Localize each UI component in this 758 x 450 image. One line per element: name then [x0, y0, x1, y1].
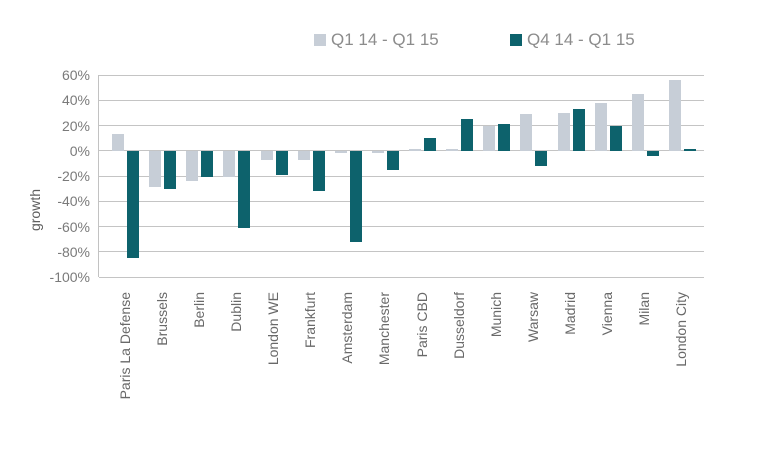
bar-q1-14---q1-15	[409, 149, 422, 151]
bar-q4-14---q1-15	[609, 125, 622, 151]
y-tick-label: -80%	[57, 243, 90, 260]
bar-q1-14---q1-15	[371, 150, 384, 154]
bar-q4-14---q1-15	[498, 124, 511, 151]
gridline	[99, 125, 704, 126]
bar-q1-14---q1-15	[557, 112, 570, 151]
gridline	[99, 150, 704, 152]
gridline	[99, 74, 704, 76]
x-category-label: London City	[673, 292, 690, 367]
bar-q1-14---q1-15	[260, 150, 273, 160]
bar-q1-14---q1-15	[446, 149, 459, 151]
bar-q1-14---q1-15	[186, 150, 199, 182]
bar-q4-14---q1-15	[275, 150, 288, 175]
x-category-label: London WE	[265, 292, 282, 366]
x-category-label: Manchester	[376, 292, 393, 366]
y-tick-label: 40%	[61, 92, 90, 109]
x-category-label: Amsterdam	[339, 292, 356, 364]
x-category-label: Dusseldorf	[450, 292, 467, 359]
bar-q1-14---q1-15	[631, 93, 644, 151]
bar-q4-14---q1-15	[386, 150, 399, 170]
y-tick-label: -100%	[49, 269, 90, 285]
x-category-label: Paris CBD	[413, 292, 430, 358]
x-category-label: Paris La Defense	[116, 292, 133, 400]
x-category-label: Frankfurt	[302, 292, 319, 349]
y-tick-label: 0%	[69, 142, 90, 159]
y-tick-label: -20%	[57, 168, 90, 184]
x-category-label: Munich	[487, 292, 504, 338]
y-tick-label: 60%	[61, 67, 90, 83]
bar-q4-14---q1-15	[312, 150, 325, 192]
legend-label-q1: Q1 14 - Q1 15	[331, 30, 439, 49]
y-tick-label: 20%	[61, 117, 90, 134]
bar-q1-14---q1-15	[334, 150, 347, 154]
bar-q4-14---q1-15	[201, 150, 214, 178]
gridline	[99, 99, 704, 101]
gridline	[99, 175, 704, 177]
bar-q1-14---q1-15	[149, 150, 162, 188]
legend-label-q4: Q4 14 - Q1 15	[527, 30, 635, 49]
plot-area	[98, 74, 704, 278]
x-category-label: Dublin	[227, 292, 244, 332]
bar-q1-14---q1-15	[520, 114, 533, 151]
legend-item-q1-14-q1-15: Q1 14 - Q1 15	[314, 30, 439, 50]
bar-q1-14---q1-15	[297, 150, 310, 160]
bar-q1-14---q1-15	[594, 102, 607, 151]
bar-q4-14---q1-15	[572, 109, 585, 151]
bar-q1-14---q1-15	[483, 125, 496, 151]
x-category-label: Warsaw	[524, 292, 541, 343]
legend-swatch-q4-icon	[510, 34, 522, 46]
gridline	[99, 200, 704, 202]
bar-q4-14---q1-15	[127, 150, 140, 259]
x-category-label: Milan	[636, 292, 653, 326]
bar-q4-14---q1-15	[461, 119, 474, 151]
legend-item-q4-14-q1-15: Q4 14 - Q1 15	[510, 30, 635, 50]
legend-swatch-q1-icon	[314, 34, 326, 46]
bar-q4-14---q1-15	[646, 150, 659, 156]
bar-q1-14---q1-15	[112, 134, 125, 151]
bar-q4-14---q1-15	[238, 150, 251, 228]
bar-q4-14---q1-15	[683, 149, 696, 151]
bar-q4-14---q1-15	[164, 150, 177, 189]
x-category-label: Madrid	[562, 292, 579, 335]
bar-q4-14---q1-15	[424, 138, 437, 151]
gridline	[99, 226, 704, 227]
y-tick-label: -60%	[57, 218, 90, 235]
bar-q1-14---q1-15	[668, 80, 681, 151]
x-category-label: Brussels	[153, 292, 170, 346]
gridline	[99, 276, 704, 278]
gridline	[99, 251, 704, 253]
bar-q4-14---q1-15	[535, 150, 548, 166]
bar-q1-14---q1-15	[223, 150, 236, 178]
y-tick-label: -40%	[57, 193, 90, 210]
x-category-label: Vienna	[599, 292, 616, 336]
x-category-label: Berlin	[190, 292, 207, 328]
bar-q4-14---q1-15	[349, 150, 362, 242]
